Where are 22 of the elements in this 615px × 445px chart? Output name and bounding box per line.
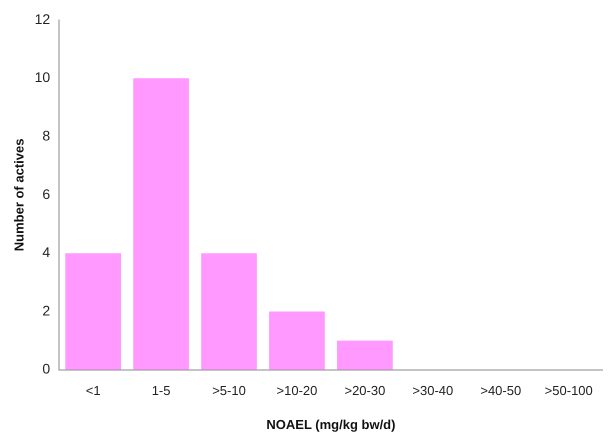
x-tick-label: >5-10 bbox=[212, 383, 246, 398]
x-axis-title: NOAEL (mg/kg bw/d) bbox=[266, 416, 396, 432]
x-tick-label: <1 bbox=[86, 383, 101, 398]
bar bbox=[269, 312, 325, 370]
y-tick-label: 6 bbox=[42, 186, 50, 202]
y-tick-label: 2 bbox=[42, 302, 50, 318]
x-tick-label: 1-5 bbox=[152, 383, 170, 398]
x-tick-label: >20-30 bbox=[344, 383, 386, 398]
y-tick-label: 12 bbox=[34, 10, 50, 27]
bar bbox=[65, 253, 121, 370]
bar bbox=[201, 253, 257, 370]
y-tick-label: 8 bbox=[42, 127, 50, 144]
y-tick-label: 10 bbox=[34, 69, 50, 86]
bar bbox=[133, 78, 189, 370]
x-tick-label: >40-50 bbox=[480, 383, 522, 398]
x-tick-label: >30-40 bbox=[412, 383, 454, 398]
x-tick-label: >10-20 bbox=[276, 383, 318, 398]
x-tick-label: >50-100 bbox=[544, 383, 593, 398]
y-axis-title: Number of actives bbox=[11, 138, 26, 252]
y-tick-label: 4 bbox=[42, 244, 50, 260]
y-tick-label: 0 bbox=[42, 360, 50, 377]
bar bbox=[337, 340, 393, 370]
